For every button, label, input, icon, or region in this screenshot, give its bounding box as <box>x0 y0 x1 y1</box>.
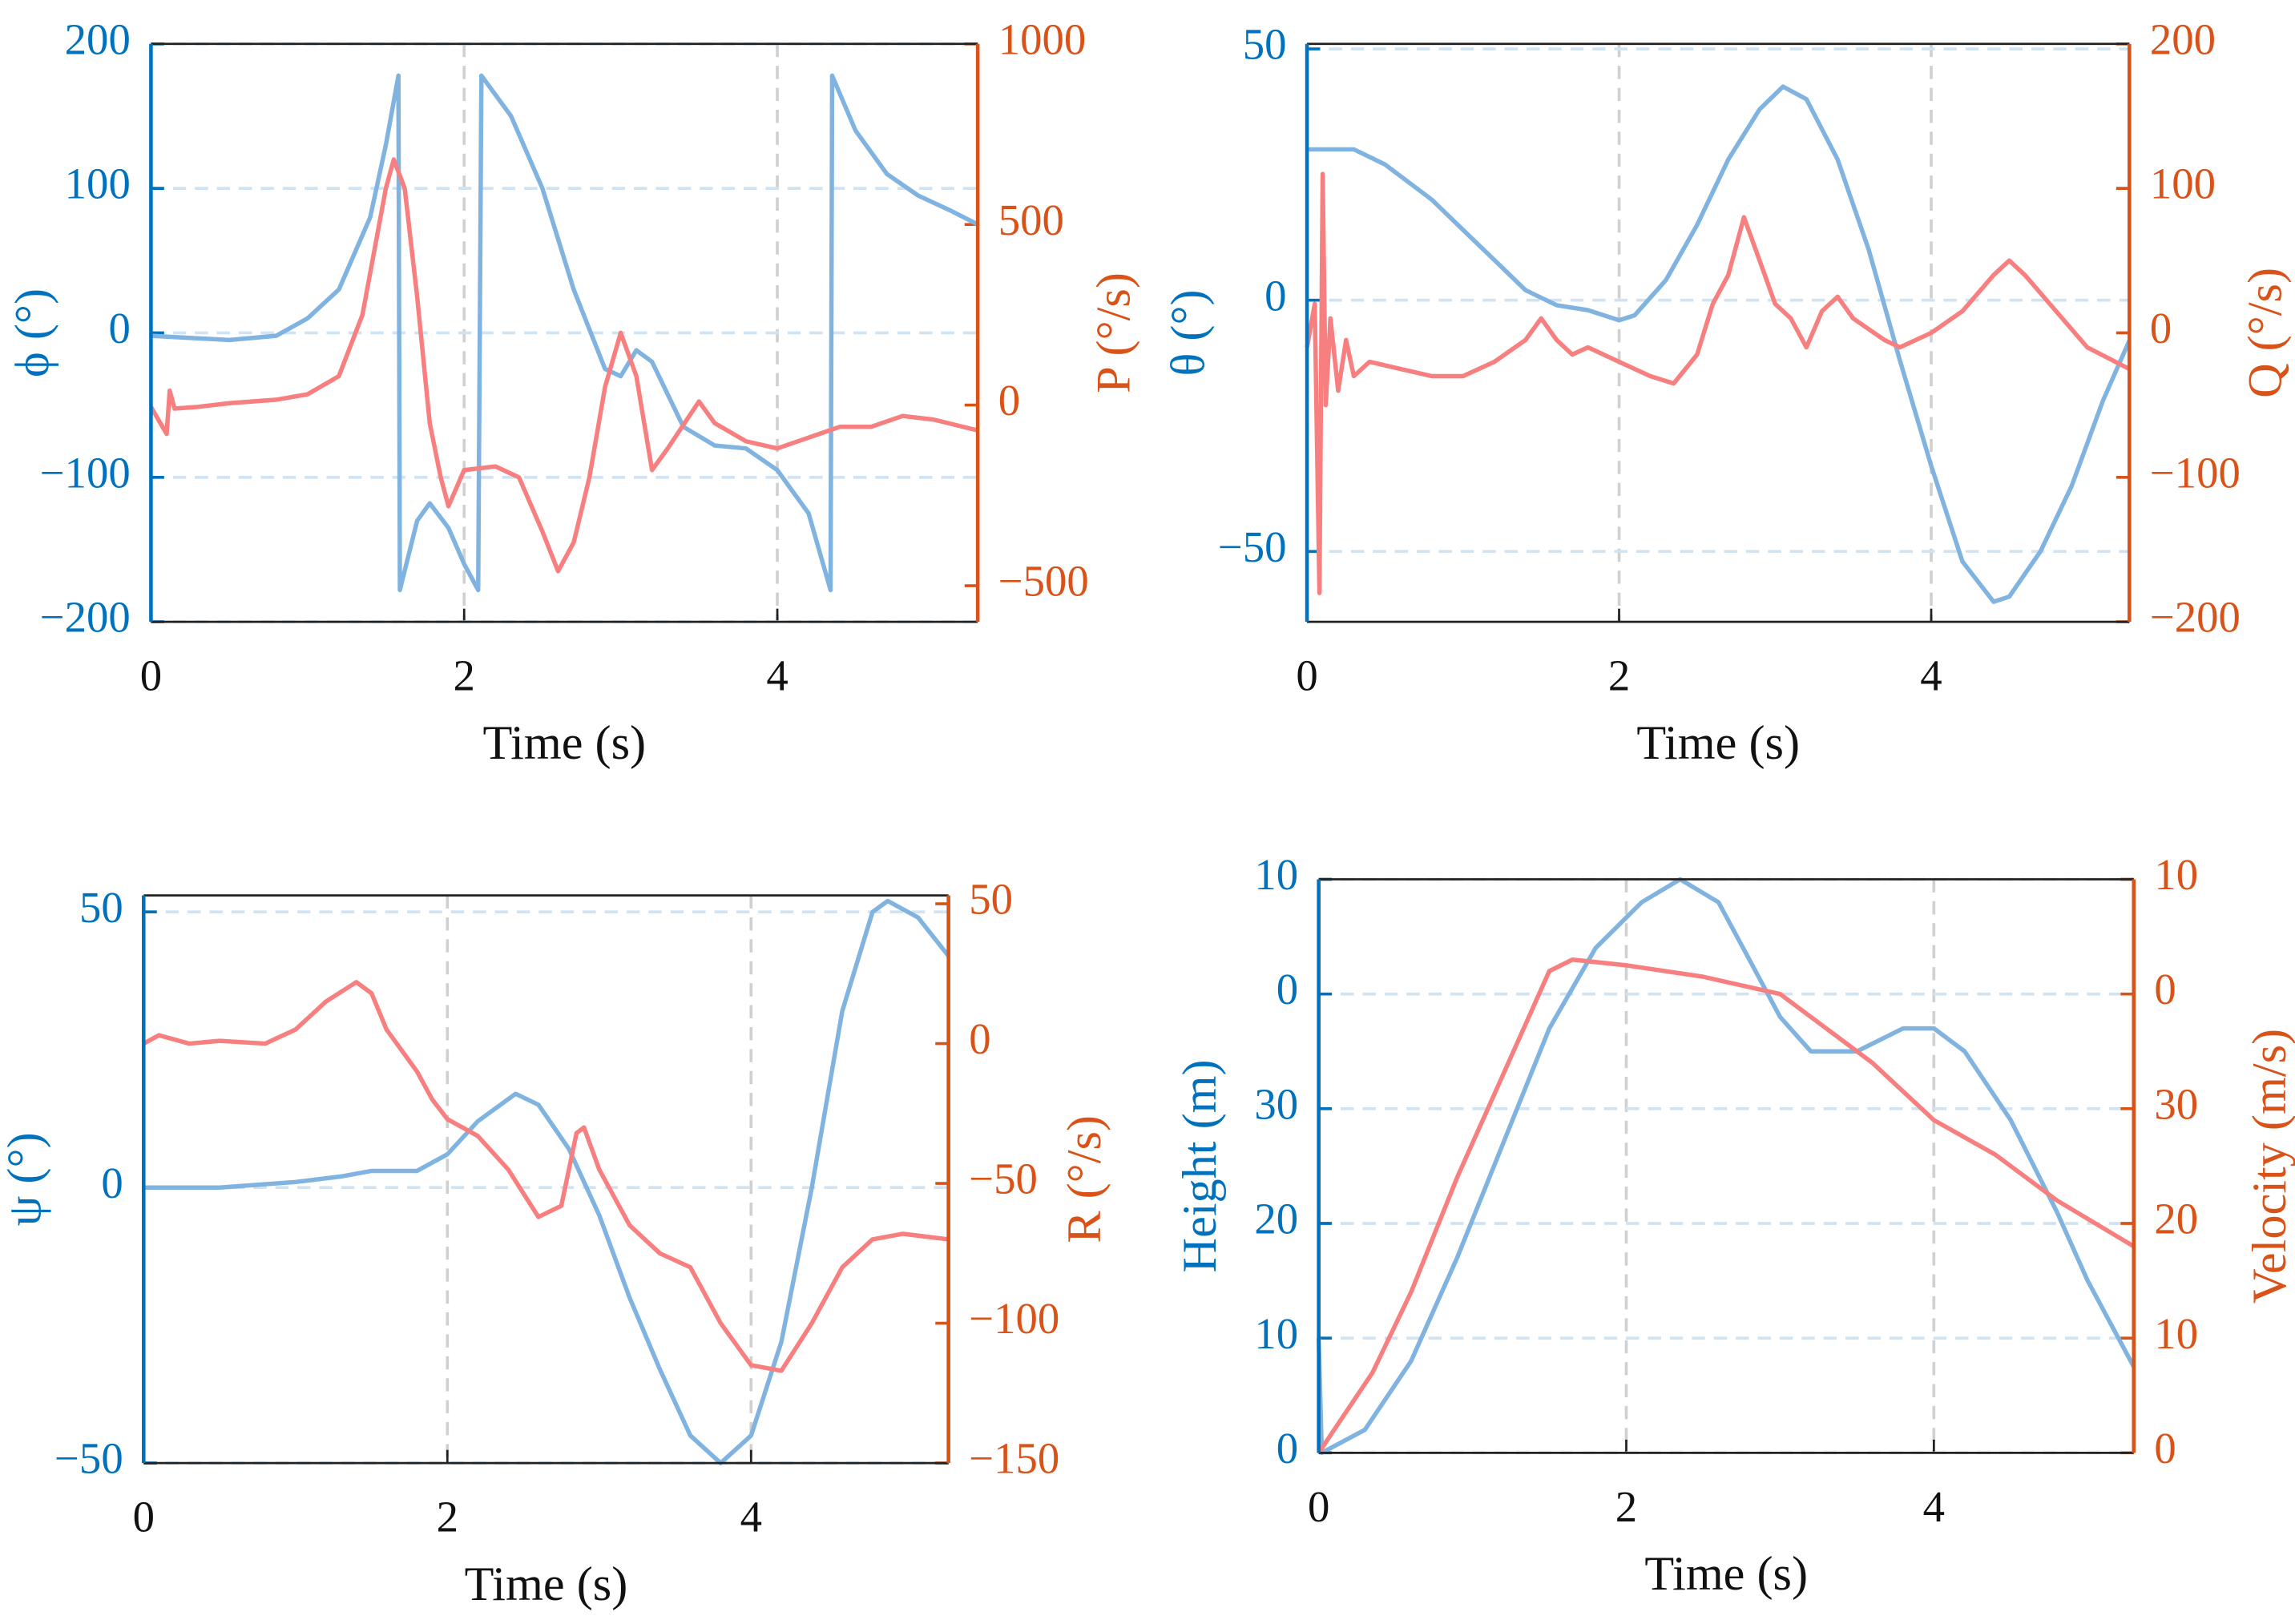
x-tick-label: 0 <box>1296 651 1317 700</box>
y2-tick-label: 0 <box>969 1014 990 1063</box>
y-tick-label: 50 <box>79 883 123 932</box>
y-tick-label: 30 <box>1254 1079 1298 1128</box>
x-tick-label: 0 <box>1308 1482 1329 1531</box>
y2-tick-label: −50 <box>969 1155 1038 1203</box>
y-tick-label: 100 <box>65 159 131 208</box>
y-tick-label: 10 <box>1254 1309 1298 1358</box>
series-line <box>143 898 950 1465</box>
y2-tick-label: 10 <box>2154 1309 2198 1358</box>
y-tick-label: −200 <box>40 593 131 642</box>
y2-tick-label: 10 <box>2154 850 2198 899</box>
y-tick-label: 0 <box>1264 271 1286 320</box>
x-tick-label: 2 <box>1608 651 1630 700</box>
subplot: 0 2 4 −200 −100 0 100 200 −500 0 500 1000 Time (s) ϕ … <box>6 14 1141 770</box>
y2-axis-label: Velocity (m/s) <box>2243 1029 2295 1304</box>
series-line <box>142 980 949 1373</box>
y-tick-label: 10 <box>1254 850 1298 899</box>
subplot: 0 2 4 −50 0 50 −200 −100 0 100 200 Time (s) θ (°) Q (… <box>1161 14 2292 770</box>
subplot: 0 2 4 0 10 20 30 0 10 0 10 20 30 0 10 Time (s) Height (m… <box>1173 850 2295 1601</box>
y2-tick-label: 200 <box>2150 14 2216 63</box>
x-tick-label: 2 <box>454 651 475 700</box>
y2-tick-label: 30 <box>2154 1079 2198 1128</box>
y2-tick-label: −150 <box>969 1434 1059 1483</box>
y2-tick-label: 0 <box>2154 1424 2176 1473</box>
y2-tick-label: 100 <box>2150 159 2216 208</box>
x-tick-label: 4 <box>1923 1482 1945 1531</box>
y2-tick-label: 0 <box>998 376 1020 425</box>
y-tick-label: −50 <box>54 1434 123 1483</box>
series-line <box>149 157 978 574</box>
y2-tick-label: 50 <box>969 875 1013 924</box>
y-axis-label: ϕ (°) <box>6 288 59 377</box>
y2-tick-label: −100 <box>2150 448 2241 497</box>
y-tick-label: 0 <box>101 1159 123 1207</box>
series-line <box>1316 876 2136 1456</box>
y-tick-label: 0 <box>1277 965 1298 1013</box>
y-tick-label: 20 <box>1254 1195 1298 1243</box>
y2-tick-label: −200 <box>2150 593 2241 642</box>
y2-axis-label: R (°/s) <box>1058 1115 1111 1243</box>
y-tick-label: 0 <box>1277 1424 1298 1473</box>
y2-tick-label: −500 <box>998 557 1089 606</box>
x-tick-label: 4 <box>740 1493 762 1541</box>
y-axis-label: Height (m) <box>1173 1059 1227 1272</box>
y2-axis-label: Q (°/s) <box>2238 268 2292 398</box>
x-tick-label: 2 <box>1615 1482 1637 1531</box>
y2-tick-label: 1000 <box>998 14 1087 63</box>
y2-tick-label: −100 <box>969 1294 1059 1343</box>
x-tick-label: 4 <box>766 651 788 700</box>
y-tick-label: 200 <box>65 14 131 63</box>
x-axis-label: Time (s) <box>1644 1547 1808 1601</box>
y-tick-label: −100 <box>40 448 131 497</box>
y2-axis-label: P (°/s) <box>1087 272 1140 393</box>
y2-tick-label: 500 <box>998 195 1064 244</box>
series-line <box>1317 957 2136 1454</box>
y-axis-label: θ (°) <box>1161 289 1215 376</box>
y2-tick-label: 20 <box>2154 1195 2198 1243</box>
x-tick-label: 0 <box>140 651 162 700</box>
series-line <box>1307 84 2132 604</box>
y2-tick-label: 0 <box>2150 304 2172 353</box>
x-tick-label: 2 <box>437 1493 458 1541</box>
y-axis-label: ψ (°) <box>0 1132 52 1226</box>
y-tick-label: −50 <box>1218 522 1287 571</box>
y2-tick-label: 0 <box>2154 965 2176 1013</box>
y-tick-label: 0 <box>108 304 130 353</box>
series-line <box>1305 171 2131 595</box>
x-axis-label: Time (s) <box>1636 716 1800 770</box>
series-line <box>151 73 979 593</box>
x-tick-label: 4 <box>1920 651 1942 700</box>
x-axis-label: Time (s) <box>482 716 646 770</box>
x-tick-label: 0 <box>133 1493 155 1541</box>
y-tick-label: 50 <box>1243 20 1287 69</box>
x-axis-label: Time (s) <box>465 1558 628 1611</box>
